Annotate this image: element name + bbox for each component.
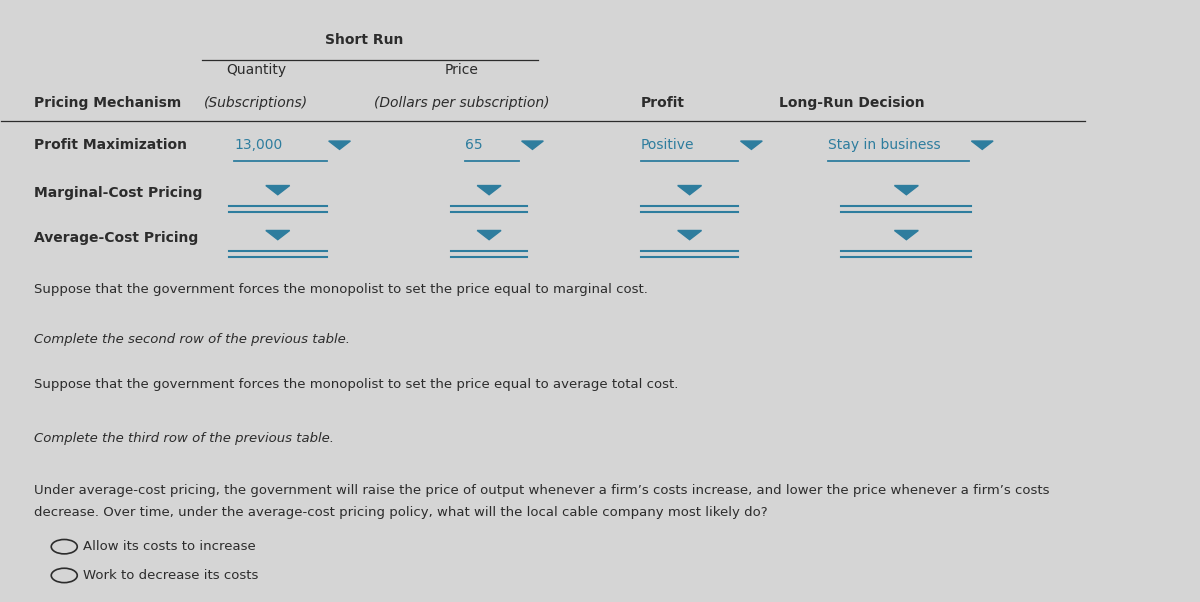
Polygon shape [894, 231, 918, 240]
Text: Complete the second row of the previous table.: Complete the second row of the previous … [34, 334, 350, 346]
Text: Suppose that the government forces the monopolist to set the price equal to aver: Suppose that the government forces the m… [34, 379, 678, 391]
Text: (Subscriptions): (Subscriptions) [204, 96, 308, 110]
Text: Long-Run Decision: Long-Run Decision [779, 96, 925, 110]
Polygon shape [266, 185, 289, 195]
Text: Quantity: Quantity [226, 63, 286, 77]
Polygon shape [894, 185, 918, 195]
Text: Pricing Mechanism: Pricing Mechanism [34, 96, 181, 110]
Text: Profit Maximization: Profit Maximization [34, 138, 187, 152]
Polygon shape [972, 141, 994, 149]
Text: Stay in business: Stay in business [828, 138, 941, 152]
Text: Complete the third row of the previous table.: Complete the third row of the previous t… [34, 432, 334, 445]
Polygon shape [678, 231, 702, 240]
Text: Profit: Profit [641, 96, 684, 110]
Polygon shape [266, 231, 289, 240]
Polygon shape [329, 141, 350, 149]
Polygon shape [478, 231, 502, 240]
Text: Short Run: Short Run [325, 33, 403, 48]
Text: Allow its costs to increase: Allow its costs to increase [83, 540, 256, 553]
Text: Marginal-Cost Pricing: Marginal-Cost Pricing [34, 186, 203, 200]
Text: Average-Cost Pricing: Average-Cost Pricing [34, 231, 198, 245]
Text: Work to decrease its costs: Work to decrease its costs [83, 569, 258, 582]
Polygon shape [740, 141, 762, 149]
Polygon shape [522, 141, 544, 149]
Polygon shape [478, 185, 502, 195]
Text: 65: 65 [466, 138, 482, 152]
Text: Price: Price [445, 63, 479, 77]
Polygon shape [678, 185, 702, 195]
Text: Under average-cost pricing, the government will raise the price of output whenev: Under average-cost pricing, the governme… [34, 484, 1050, 519]
Text: 13,000: 13,000 [234, 138, 283, 152]
Text: Suppose that the government forces the monopolist to set the price equal to marg: Suppose that the government forces the m… [34, 282, 648, 296]
Text: Positive: Positive [641, 138, 695, 152]
Text: (Dollars per subscription): (Dollars per subscription) [374, 96, 550, 110]
